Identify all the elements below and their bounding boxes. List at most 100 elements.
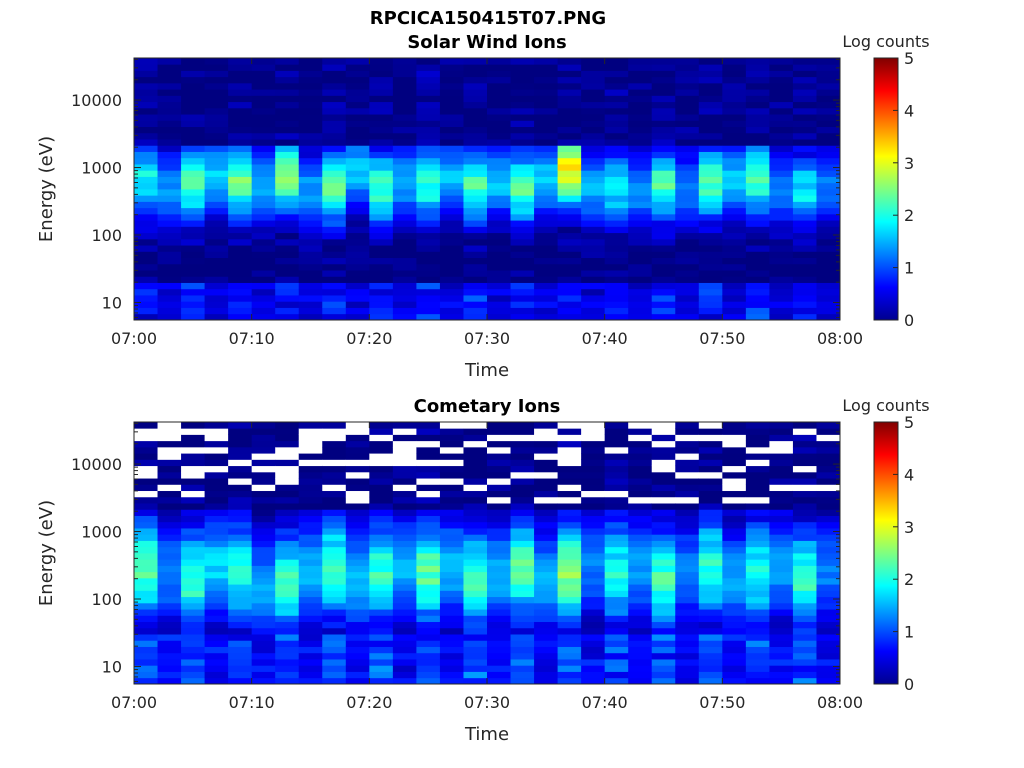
heatmap-cell — [628, 665, 653, 672]
heatmap-cell — [628, 107, 653, 115]
heatmap-cell — [745, 220, 770, 227]
heatmap-cell — [698, 528, 723, 535]
heatmap-cell — [534, 665, 559, 672]
heatmap-cell — [251, 139, 276, 146]
heatmap-cell — [251, 195, 276, 202]
heatmap-cell — [439, 189, 464, 196]
heatmap-cell — [581, 459, 606, 467]
heatmap-cell — [228, 82, 253, 90]
heatmap-cell — [745, 528, 770, 535]
heatmap-cell — [722, 226, 747, 234]
heatmap-cell — [463, 207, 488, 215]
heatmap-cell — [745, 453, 770, 460]
heatmap-cell — [134, 521, 159, 529]
heatmap-cell — [722, 671, 747, 679]
heatmap-cell — [534, 107, 559, 115]
heatmap-cell — [651, 245, 676, 252]
heatmap-cell — [534, 232, 559, 240]
heatmap-cell — [463, 528, 488, 535]
heatmap-cell — [369, 301, 394, 308]
heatmap-cell — [134, 288, 159, 296]
heatmap-cell — [439, 226, 464, 234]
heatmap-cell — [534, 176, 559, 184]
heatmap-cell — [204, 503, 229, 510]
heatmap-cell — [275, 226, 300, 234]
heatmap-cell — [134, 157, 159, 165]
heatmap-cell — [628, 559, 653, 566]
x-axis-label: Time — [464, 360, 509, 381]
heatmap-cell — [275, 151, 300, 159]
heatmap-cell — [134, 238, 159, 246]
heatmap-cell — [769, 652, 794, 660]
heatmap-cell — [369, 220, 394, 227]
heatmap-cell — [581, 189, 606, 196]
heatmap-cell — [463, 151, 488, 159]
heatmap-cell — [698, 509, 723, 516]
heatmap-cell — [251, 484, 276, 492]
heatmap-cell — [792, 195, 817, 202]
heatmap-cell — [534, 189, 559, 196]
heatmap-cell — [510, 677, 535, 685]
heatmap-cell — [322, 509, 347, 516]
heatmap-cell — [369, 659, 394, 666]
heatmap-cell — [745, 446, 770, 454]
heatmap-cell — [769, 621, 794, 629]
heatmap-cell — [534, 257, 559, 265]
heatmap-cell — [722, 646, 747, 654]
heatmap-cell — [275, 132, 300, 140]
heatmap-cell — [581, 89, 606, 96]
heatmap-cell — [228, 263, 253, 271]
heatmap-cell — [439, 615, 464, 623]
heatmap-cell — [557, 422, 582, 429]
heatmap-cell — [275, 232, 300, 240]
heatmap-cell — [322, 490, 347, 498]
heatmap-cell — [698, 132, 723, 140]
heatmap-cell — [416, 446, 441, 454]
heatmap-cell — [557, 189, 582, 196]
heatmap-cell — [322, 170, 347, 177]
heatmap-cell — [675, 58, 700, 65]
heatmap-cell — [416, 496, 441, 504]
heatmap-cell — [181, 70, 206, 78]
heatmap-cell — [745, 559, 770, 566]
heatmap-cell — [181, 164, 206, 171]
heatmap-cell — [769, 634, 794, 641]
heatmap-cell — [675, 459, 700, 467]
heatmap-cell — [392, 478, 417, 485]
heatmap-cell — [298, 89, 323, 96]
heatmap-cell — [439, 145, 464, 152]
heatmap-cell — [604, 82, 629, 90]
heatmap-cell — [487, 553, 512, 560]
heatmap-cell — [298, 182, 323, 190]
heatmap-cell — [557, 509, 582, 516]
heatmap-cell — [369, 139, 394, 146]
heatmap-cell — [604, 465, 629, 473]
heatmap-cell — [769, 238, 794, 246]
heatmap-cell — [604, 176, 629, 184]
heatmap-cell — [557, 213, 582, 221]
heatmap-cell — [157, 238, 182, 246]
heatmap-cell — [275, 484, 300, 492]
heatmap-cell — [228, 540, 253, 548]
heatmap-cell — [322, 276, 347, 283]
heatmap-cell — [698, 571, 723, 579]
heatmap-cell — [251, 170, 276, 177]
heatmap-cell — [816, 132, 841, 140]
heatmap-cell — [534, 170, 559, 177]
heatmap-cell — [510, 478, 535, 485]
heatmap-cell — [628, 615, 653, 623]
heatmap-cell — [792, 465, 817, 473]
heatmap-cell — [769, 646, 794, 654]
heatmap-cell — [345, 195, 370, 202]
heatmap-cell — [816, 95, 841, 103]
heatmap-cell — [510, 89, 535, 96]
heatmap-cell — [204, 528, 229, 535]
heatmap-cell — [204, 446, 229, 454]
heatmap-cell — [369, 58, 394, 65]
heatmap-cell — [651, 220, 676, 227]
heatmap-cell — [439, 677, 464, 685]
heatmap-cell — [487, 58, 512, 65]
heatmap-cell — [416, 95, 441, 103]
heatmap-cell — [392, 640, 417, 647]
heatmap-cell — [581, 145, 606, 152]
